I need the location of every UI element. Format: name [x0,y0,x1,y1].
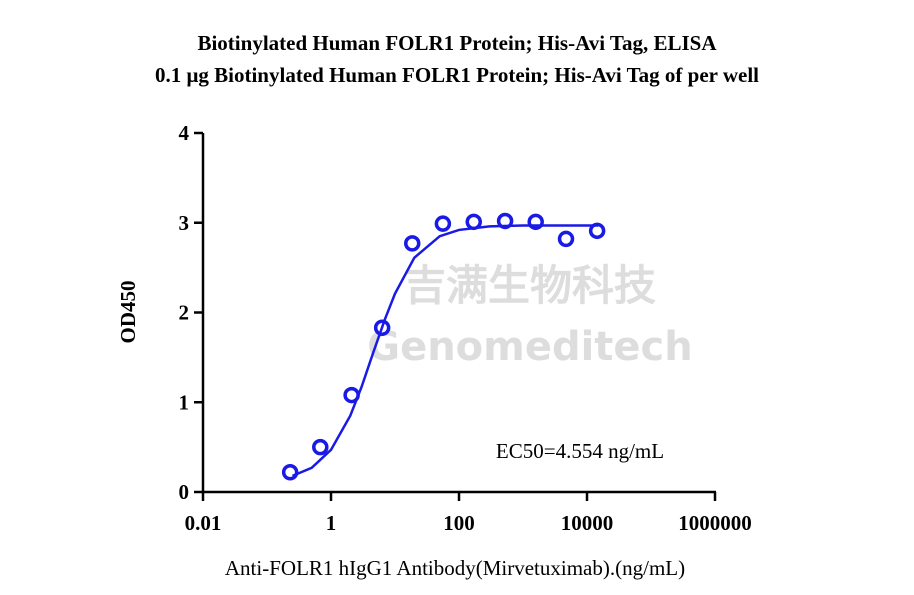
data-point [465,213,482,231]
data-point [557,230,575,248]
watermark: Genomeditech [367,324,693,370]
chart-subtitle: 0.1 μg Biotinylated Human FOLR1 Protein;… [155,63,759,87]
y-tick-label: 4 [179,121,190,145]
annotation: EC50=4.554 ng/mL [496,439,664,463]
y-tick-label: 0 [179,480,190,504]
data-point [281,464,299,481]
x-axis-label: Anti-FOLR1 hIgG1 Antibody(Mirvetuximab).… [225,556,685,580]
chart-title: Biotinylated Human FOLR1 Protein; His-Av… [197,31,717,55]
watermark: 吉满生物科技 [404,261,656,310]
x-tick-label: 1000000 [678,511,752,535]
y-tick-label: 2 [179,301,190,325]
y-tick-label: 3 [179,211,190,235]
data-point [403,235,421,252]
fit-curve [291,224,599,478]
data-point [496,212,514,230]
x-tick-label: 100 [443,511,475,535]
x-tick-label: 1 [326,511,337,535]
y-tick-label: 1 [179,390,190,414]
data-point [312,438,329,456]
y-axis-label: OD450 [116,281,140,344]
data-point [434,215,452,232]
x-tick-label: 0.01 [185,511,222,535]
x-tick-label: 10000 [561,511,614,535]
